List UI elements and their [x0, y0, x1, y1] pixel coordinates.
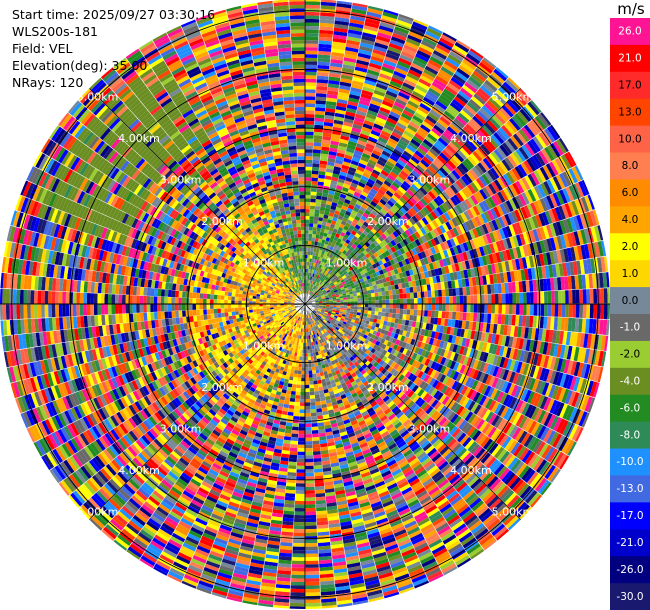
ring-label-1: 1.00km	[243, 257, 285, 270]
colorbar-tick-label: -2.0	[620, 349, 641, 361]
ring-label-5: 5.00km	[77, 91, 119, 104]
colorbar-tick-label: 4.0	[622, 214, 639, 226]
ring-label-3: 3.00km	[160, 174, 202, 187]
colorbar-tick-label: -13.0	[616, 483, 643, 495]
colorbar-tick-label: 6.0	[622, 187, 639, 199]
ring-label-4: 4.00km	[450, 132, 492, 145]
colorbar-tick-label: 10.0	[618, 133, 641, 145]
ring-label-5: 5.00km	[77, 505, 119, 518]
ring-label-2: 2.00km	[367, 215, 409, 228]
colorbar-tick-label: -26.0	[616, 564, 643, 576]
colorbar-tick-label: 26.0	[618, 26, 641, 38]
ring-label-5: 5.00km	[492, 91, 534, 104]
colorbar-tick-label: -17.0	[616, 510, 643, 522]
colorbar-tick-label: 8.0	[622, 160, 639, 172]
colorbar-tick-label: 17.0	[618, 80, 641, 92]
scan-info: Start time: 2025/09/27 03:30:16 WLS200s-…	[12, 6, 215, 91]
ring-label-3: 3.00km	[409, 422, 451, 435]
ring-label-2: 2.00km	[201, 215, 243, 228]
ring-label-2: 2.00km	[201, 381, 243, 394]
elevation-text: Elevation(deg): 35.00	[12, 57, 215, 74]
colorbar-tick-label: 2.0	[622, 241, 639, 253]
colorbar-tick-label: -21.0	[616, 537, 643, 549]
nrays-text: NRays: 120	[12, 74, 215, 91]
ring-label-1: 1.00km	[326, 340, 368, 353]
field-text: Field: VEL	[12, 40, 215, 57]
ring-label-1: 1.00km	[243, 340, 285, 353]
colorbar-tick-label: -10.0	[616, 456, 643, 468]
colorbar-tick-label: -8.0	[620, 429, 641, 441]
ring-label-4: 4.00km	[118, 464, 160, 477]
colorbar-tick-label: 0.0	[622, 295, 639, 307]
colorbar-tick-label: 13.0	[618, 106, 641, 118]
ring-label-4: 4.00km	[450, 464, 492, 477]
colorbar-unit: m/s	[611, 0, 650, 18]
colorbar-tick-label: 1.0	[622, 268, 639, 280]
colorbar-tick-label: -30.0	[616, 591, 643, 603]
colorbar-tick-label: -6.0	[620, 402, 641, 414]
ring-label-3: 3.00km	[409, 174, 451, 187]
colorbar-tick-label: -1.0	[620, 322, 641, 334]
ring-label-5: 5.00km	[492, 505, 534, 518]
ring-label-3: 3.00km	[160, 422, 202, 435]
ring-label-2: 2.00km	[367, 381, 409, 394]
start-time-text: Start time: 2025/09/27 03:30:16	[12, 6, 215, 23]
station-name-text: WLS200s-181	[12, 23, 215, 40]
colorbar-tick-label: 21.0	[618, 53, 641, 65]
ring-label-1: 1.00km	[326, 257, 368, 270]
colorbar-tick-label: -4.0	[620, 376, 641, 388]
ring-label-4: 4.00km	[118, 132, 160, 145]
velocity-colorbar: 26.0 21.0 17.0 13.0 10.0 8.0 6.0 4.0 2.0 1.0 0.0 -1…	[610, 18, 650, 610]
